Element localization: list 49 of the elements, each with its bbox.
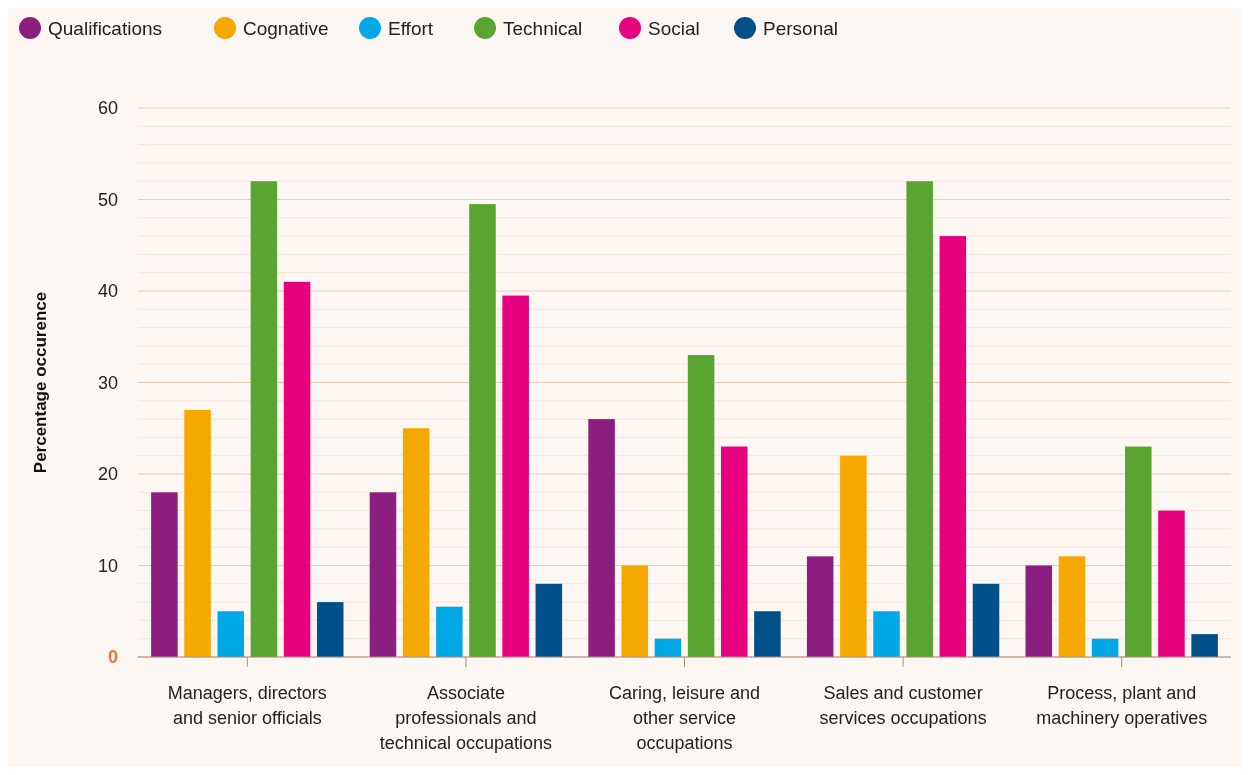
y-tick-label: 50 (97, 189, 118, 210)
y-tick-label: 30 (97, 372, 118, 393)
bar (939, 236, 967, 657)
y-tick-label: 60 (97, 98, 118, 119)
bar (654, 638, 682, 657)
bar (316, 602, 344, 657)
y-tick-label: 20 (97, 464, 118, 485)
bar (1091, 638, 1119, 657)
bar (588, 419, 615, 657)
legend-label: Social (648, 17, 700, 39)
bar (217, 611, 244, 657)
bar (535, 583, 563, 657)
bar (250, 181, 278, 657)
bar (754, 611, 781, 657)
bar (1025, 565, 1053, 657)
bar (687, 355, 715, 657)
bar (1158, 510, 1185, 657)
bar (806, 556, 834, 657)
bar (402, 428, 430, 657)
legend-label: Cognative (243, 17, 329, 39)
bar (840, 455, 867, 657)
bar (873, 611, 900, 657)
bar (1191, 634, 1218, 657)
bar (436, 606, 463, 657)
bar (720, 446, 748, 657)
bar (972, 583, 1000, 657)
legend-label: Personal (763, 17, 838, 39)
x-tick-label: Caring, leisure and other service occupations (608, 683, 761, 753)
legend-label: Effort (388, 17, 434, 39)
bar (621, 565, 649, 657)
y-tick-label: 0 (107, 647, 118, 668)
legend-label: Technical (503, 17, 583, 39)
x-tick-label: Managers, directors and senior officials (167, 683, 327, 728)
y-tick-label: 40 (97, 281, 118, 302)
bar (369, 492, 397, 657)
y-axis-title: Percentage occurence (31, 291, 50, 474)
y-tick-label: 10 (97, 555, 118, 576)
x-tick-label: Sales and customer services occupations (819, 683, 987, 728)
bar (184, 409, 211, 657)
bar (1058, 556, 1086, 657)
x-tick-label: Associate professionals and technical occupations (379, 683, 552, 753)
legend-label: Qualifications (48, 17, 163, 39)
bar (906, 181, 933, 657)
x-tick-label: Process, plant and machinery operatives (1036, 683, 1208, 728)
bar (502, 295, 529, 657)
bar (1125, 446, 1152, 657)
bar (469, 204, 496, 657)
bar (151, 492, 178, 657)
bar (283, 281, 311, 657)
